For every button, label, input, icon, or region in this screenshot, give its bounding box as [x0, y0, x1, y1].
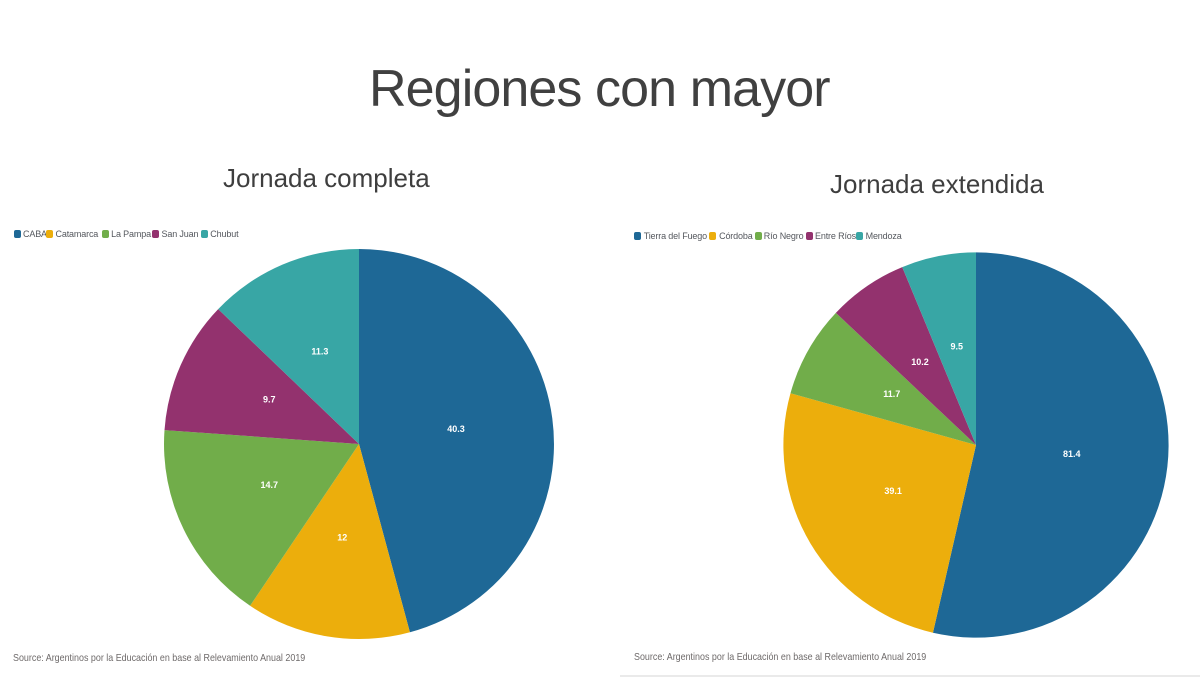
svg-text:81.4: 81.4 — [1063, 449, 1081, 459]
svg-text:12: 12 — [337, 533, 347, 543]
svg-text:11.3: 11.3 — [311, 347, 328, 357]
svg-text:10.2: 10.2 — [911, 357, 929, 367]
svg-text:39.1: 39.1 — [884, 487, 902, 497]
svg-text:14.7: 14.7 — [261, 480, 279, 490]
svg-text:9.7: 9.7 — [263, 395, 276, 405]
svg-text:40.3: 40.3 — [447, 424, 465, 434]
svg-text:9.5: 9.5 — [951, 342, 964, 352]
svg-text:11.7: 11.7 — [883, 389, 900, 399]
